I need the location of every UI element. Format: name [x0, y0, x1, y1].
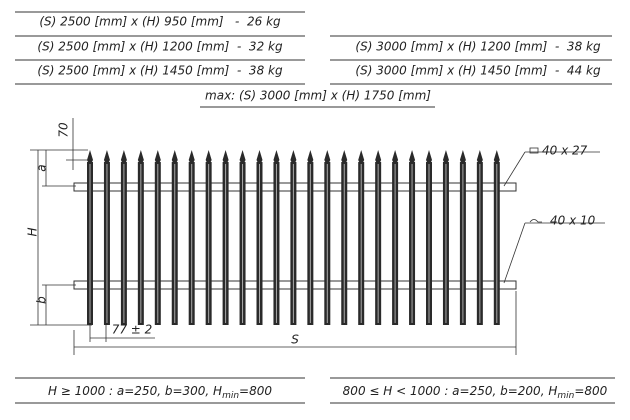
subscript: min	[222, 391, 239, 401]
leader	[503, 151, 526, 187]
variant-table: (S) 2500 [mm] x (H) 950 [mm] - 26 kg (S)…	[15, 11, 612, 108]
spear	[205, 150, 212, 162]
footer-note: 800 ≤ H < 1000 : a=250, b=200, Hmin=800	[343, 384, 608, 401]
spear	[273, 150, 280, 162]
spear	[476, 150, 483, 162]
spear	[171, 150, 178, 162]
dim-label: 77 ± 2	[112, 323, 153, 337]
variant: (S) 2500 [mm] x (H) 950 [mm] - 26 kg	[39, 15, 281, 29]
spear	[87, 150, 93, 162]
spear	[459, 150, 466, 162]
footer-note: H ≥ 1000 : a=250, b=300, Hmin=800	[48, 384, 272, 401]
spear	[375, 150, 382, 162]
spear	[392, 150, 399, 162]
dim-label: a	[35, 164, 49, 171]
spear	[103, 150, 110, 162]
section-icon	[529, 219, 542, 223]
spear	[120, 150, 127, 162]
spear	[222, 150, 229, 162]
dim-label: b	[35, 296, 49, 304]
spear	[290, 150, 297, 162]
spear	[442, 150, 449, 162]
variant: (S) 2500 [mm] x (H) 1200 [mm] - 32 kg	[37, 40, 283, 54]
spear	[154, 150, 161, 162]
note-text: =800	[574, 384, 607, 398]
dim-label: 70	[57, 122, 71, 138]
spear	[358, 150, 365, 162]
spear	[409, 150, 416, 162]
dimensions: H a b 70 S 77 ± 2 40 x 27 40 x 10	[26, 118, 605, 355]
note-text: H ≥ 1000 : a=250, b=300, H	[48, 384, 222, 398]
dim-label: 40 x 27	[542, 144, 588, 158]
variant: (S) 3000 [mm] x (H) 1200 [mm] - 38 kg	[355, 40, 601, 54]
spear	[341, 150, 348, 162]
spear	[256, 150, 263, 162]
section-icon	[529, 147, 539, 154]
dim-label: H	[26, 227, 40, 236]
dim-label: S	[291, 333, 299, 347]
leader	[503, 222, 526, 284]
note-text: 800 ≤ H < 1000 : a=250, b=200, H	[343, 384, 558, 398]
spear	[426, 150, 432, 162]
spear	[137, 150, 144, 162]
spear	[188, 150, 195, 162]
spear	[324, 150, 331, 162]
variant: (S) 2500 [mm] x (H) 1450 [mm] - 38 kg	[37, 64, 283, 78]
spear	[239, 150, 246, 162]
max-size: max: (S) 3000 [mm] x (H) 1750 [mm]	[205, 89, 431, 103]
note-text: =800	[239, 384, 272, 398]
variant: (S) 3000 [mm] x (H) 1450 [mm] - 44 kg	[355, 64, 601, 78]
dim-label: 40 x 10	[550, 214, 596, 228]
fence	[73, 150, 517, 325]
subscript: min	[557, 391, 574, 401]
spear	[307, 150, 314, 162]
footer: H ≥ 1000 : a=250, b=300, Hmin=800 800 ≤ …	[15, 377, 615, 404]
spear	[493, 150, 500, 162]
